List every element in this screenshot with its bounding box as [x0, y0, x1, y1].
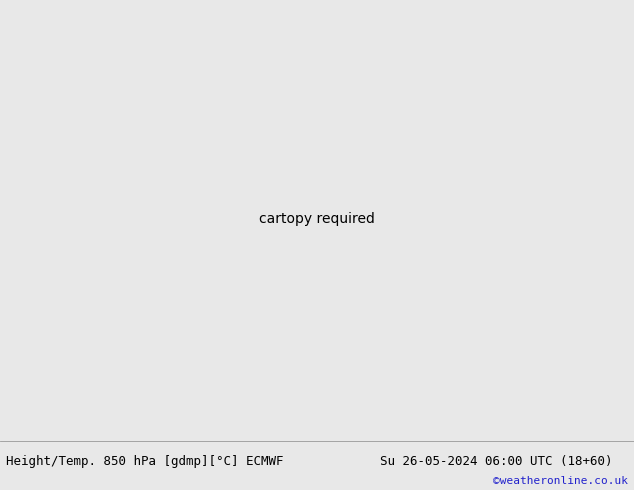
Text: Su 26-05-2024 06:00 UTC (18+60): Su 26-05-2024 06:00 UTC (18+60): [380, 455, 613, 468]
Text: Height/Temp. 850 hPa [gdmp][°C] ECMWF: Height/Temp. 850 hPa [gdmp][°C] ECMWF: [6, 455, 284, 468]
Text: ©weatheronline.co.uk: ©weatheronline.co.uk: [493, 476, 628, 486]
Text: cartopy required: cartopy required: [259, 212, 375, 226]
